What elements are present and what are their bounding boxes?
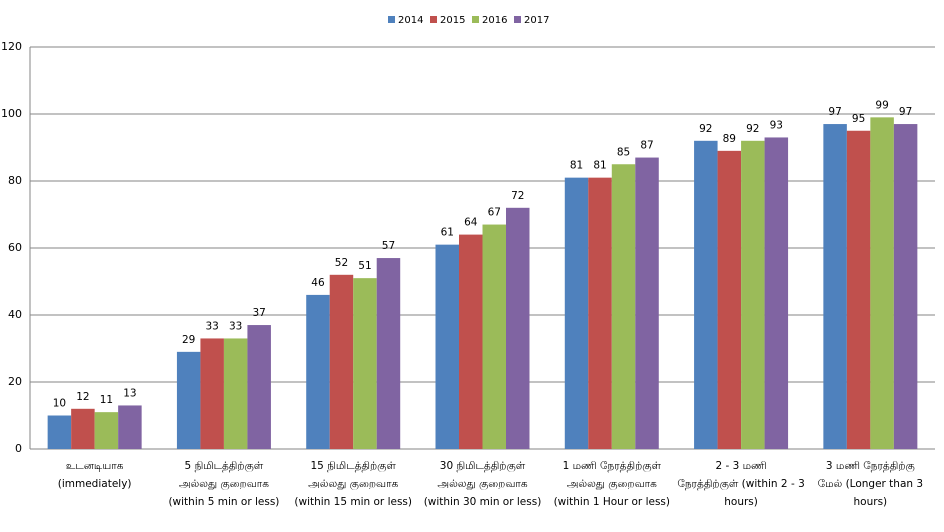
bar: [94, 412, 119, 449]
data-label: 29: [182, 334, 195, 346]
y-tick-label: 40: [8, 308, 22, 321]
y-tick-label: 20: [8, 375, 22, 388]
bar: [200, 338, 224, 449]
data-label: 46: [311, 277, 325, 289]
bar: [870, 117, 894, 449]
data-label: 12: [76, 391, 89, 403]
data-label: 51: [358, 260, 371, 272]
data-label: 64: [464, 217, 478, 229]
bar: [741, 140, 765, 450]
y-tick-label: 0: [15, 442, 22, 455]
data-label: 37: [252, 307, 265, 319]
y-tick-label: 100: [1, 107, 22, 120]
bar: [611, 164, 636, 449]
x-tick-label: 2 - 3 மணி நேரத்திற்குள் (within 2 - 3 ho…: [677, 460, 805, 508]
bar: [459, 234, 483, 449]
y-tick-label: 120: [1, 40, 22, 53]
x-tick-label: 3 மணி நேரத்திற்கு மேல் (Longer than 3 ho…: [817, 460, 924, 508]
data-label: 87: [640, 140, 653, 152]
bar: [588, 177, 612, 449]
bar: [247, 325, 271, 449]
data-label: 95: [852, 113, 865, 125]
legend-label: 2015: [440, 15, 465, 26]
bar: [564, 177, 589, 449]
y-tick-label: 60: [8, 241, 22, 254]
data-label: 33: [229, 320, 242, 332]
data-label: 85: [617, 146, 630, 158]
data-label: 92: [746, 123, 759, 135]
bar: [823, 124, 847, 450]
data-label: 10: [53, 398, 66, 410]
data-label: 11: [100, 394, 113, 406]
bar: [376, 258, 401, 449]
data-label: 81: [593, 160, 606, 172]
data-label: 97: [828, 106, 841, 118]
bar: [694, 140, 718, 450]
x-tick-label: 15 நிமிடத்திற்குள் அல்லது குறைவாக (withi…: [294, 460, 413, 508]
x-tick-label: 30 நிமிடத்திற்குள் அல்லது குறைவாக (withi…: [423, 460, 542, 508]
bar: [717, 150, 742, 449]
data-label: 57: [382, 240, 395, 252]
bar: [118, 405, 142, 449]
legend-swatch: [472, 16, 479, 23]
data-label: 52: [335, 257, 348, 269]
legend-label: 2016: [482, 15, 507, 26]
data-label: 99: [875, 99, 888, 111]
y-tick-label: 80: [8, 174, 22, 187]
x-tick-label: 5 நிமிடத்திற்குள் அல்லது குறைவாக (within…: [168, 460, 280, 508]
data-label: 81: [570, 160, 583, 172]
data-label: 92: [699, 123, 712, 135]
bar: [435, 244, 459, 449]
x-tick-label: உடனடியாக (immediately): [57, 460, 132, 490]
data-label: 61: [441, 227, 454, 239]
bar: [635, 157, 659, 450]
bar: [176, 351, 201, 449]
data-label: 97: [899, 106, 912, 118]
bar: [764, 137, 789, 449]
bar: [71, 408, 95, 449]
legend-swatch: [388, 16, 395, 23]
bar: [329, 274, 354, 449]
legend-swatch: [514, 16, 521, 23]
data-label: 72: [511, 190, 524, 202]
bar: [506, 207, 530, 449]
bar: [353, 278, 377, 449]
legend-label: 2014: [398, 15, 423, 26]
bar: [846, 130, 871, 449]
legend-label: 2017: [524, 15, 549, 26]
data-label: 89: [723, 133, 736, 145]
data-label: 93: [770, 119, 783, 131]
data-label: 67: [488, 207, 501, 219]
data-label: 13: [123, 387, 136, 399]
x-tick-label: 1 மணி நேரத்திற்குள் அல்லது குறைவாக (with…: [553, 460, 670, 508]
data-label: 33: [205, 320, 218, 332]
bar: [893, 124, 918, 450]
legend-swatch: [430, 16, 437, 23]
bar: [306, 294, 330, 449]
bar: [482, 224, 506, 449]
bar: [47, 415, 72, 449]
bar: [223, 338, 248, 449]
